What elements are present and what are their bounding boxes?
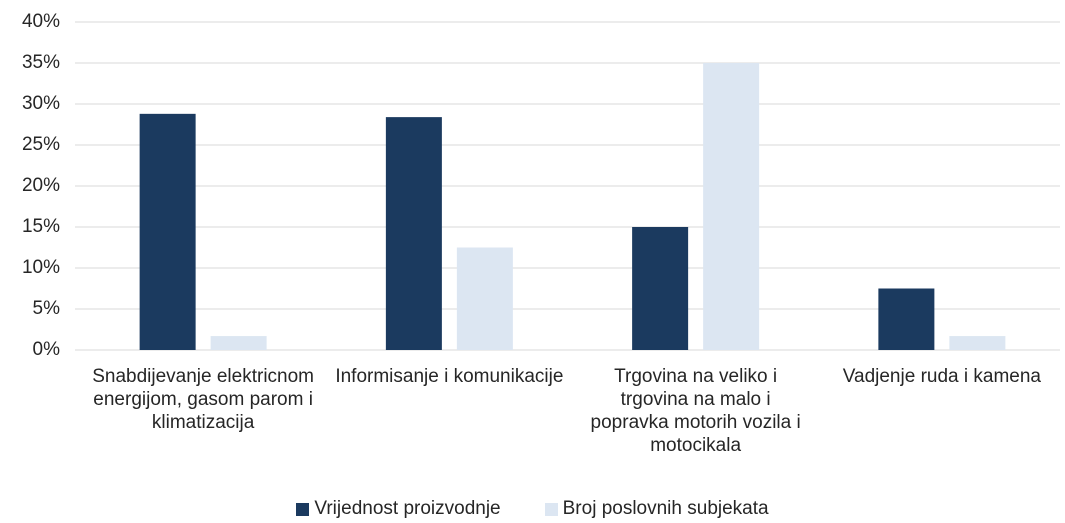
legend-label: Broj poslovnih subjekata [562, 498, 769, 519]
bar [703, 63, 760, 350]
bar [456, 247, 513, 350]
y-tick-label: 25% [22, 134, 60, 155]
bar [632, 227, 689, 350]
y-tick-label: 0% [33, 339, 61, 360]
legend-item: Broj poslovnih subjekata [544, 498, 769, 520]
y-tick-label: 5% [33, 298, 61, 319]
bar [139, 113, 196, 350]
x-tick-label: Trgovina na veliko i trgovina na malo i … [590, 366, 801, 456]
y-tick-label: 35% [22, 52, 60, 73]
x-tick-label: Vadjenje ruda i kamena [842, 366, 1041, 387]
legend-item: Vrijednost proizvodnje [296, 498, 501, 520]
y-tick-label: 40% [22, 11, 60, 32]
legend-label: Vrijednost proizvodnje [314, 498, 501, 519]
bar [949, 336, 1006, 350]
y-tick-label: 10% [22, 257, 60, 278]
bar [878, 288, 935, 350]
y-tick-label: 15% [22, 216, 60, 237]
y-tick-label: 20% [22, 175, 60, 196]
bar [385, 117, 442, 351]
x-tick-label: Snabdijevanje elektricnom energijom, gas… [92, 366, 315, 433]
legend: Vrijednost proizvodnje Broj poslovnih sub… [0, 498, 1065, 520]
bar [210, 336, 267, 350]
legend-swatch [544, 502, 558, 516]
x-tick-label: Informisanje i komunikacije [335, 366, 564, 387]
legend-swatch [296, 502, 310, 516]
y-tick-label: 30% [22, 93, 60, 114]
